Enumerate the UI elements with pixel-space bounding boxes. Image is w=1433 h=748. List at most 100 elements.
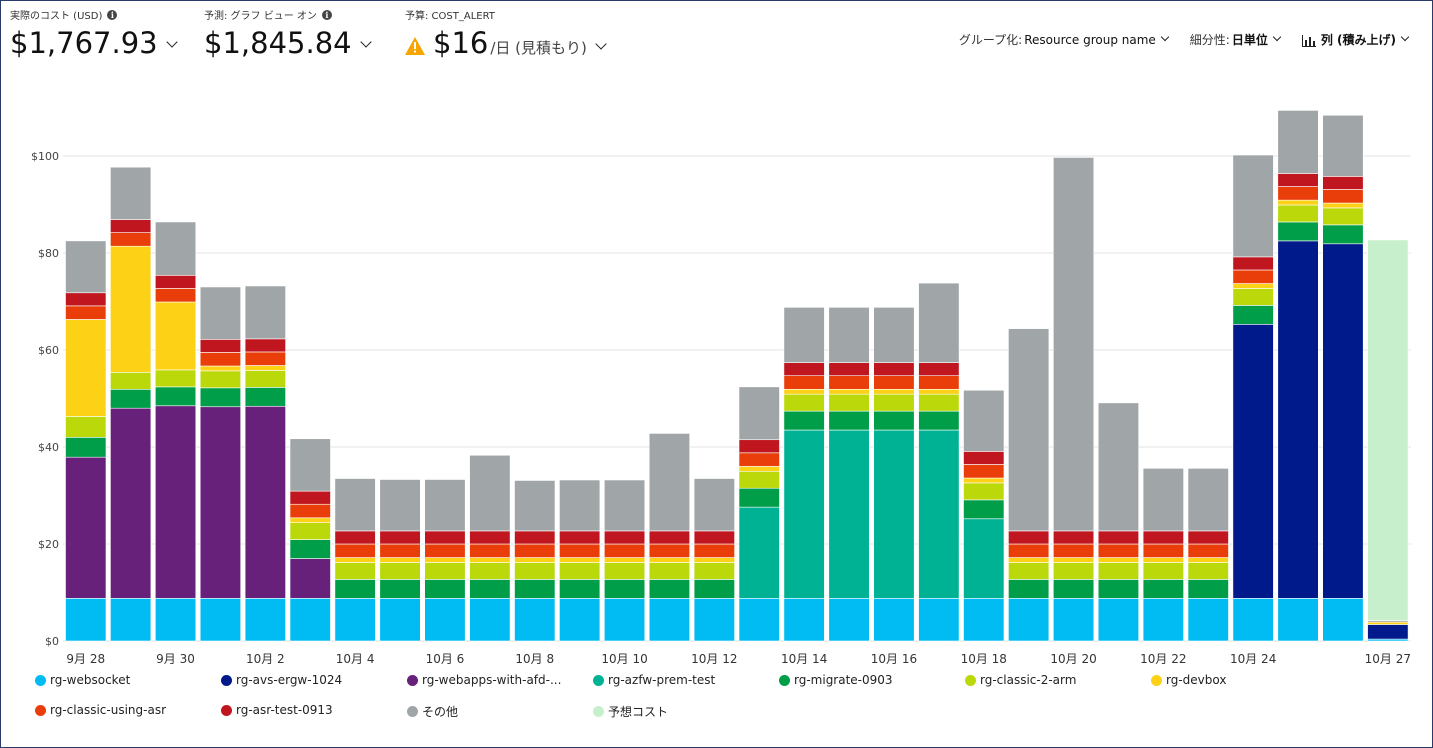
bar-segment xyxy=(603,598,646,642)
bar-segment xyxy=(289,438,331,492)
bar-segment xyxy=(155,369,197,388)
y-tick-label: $40 xyxy=(38,441,59,454)
legend-item[interactable]: 予想コスト xyxy=(593,703,668,720)
bar-segment xyxy=(199,365,241,372)
bar-segment xyxy=(1187,530,1229,545)
bar-segment xyxy=(1232,154,1274,258)
bar-segment xyxy=(1053,562,1095,580)
bar-segment xyxy=(1187,598,1229,642)
bar-segment xyxy=(963,482,1005,501)
bar-segment xyxy=(1322,243,1364,599)
bar-segment xyxy=(828,375,870,390)
x-tick-label: 10月 10 xyxy=(601,652,647,666)
warning-icon xyxy=(405,37,425,55)
bar-segment xyxy=(963,499,1005,520)
legend-item[interactable]: rg-devbox xyxy=(1151,673,1226,687)
bar-segment xyxy=(155,301,197,371)
bar-segment xyxy=(199,598,241,642)
bar-segment xyxy=(693,579,735,599)
bar-segment xyxy=(1277,221,1319,242)
budget-metric[interactable]: 予算: COST_ALERT $16 /日 (見積もり) xyxy=(405,7,607,60)
bar-segment xyxy=(334,530,376,545)
groupby-dropdown[interactable]: グループ化: Resource group name xyxy=(959,31,1170,48)
legend-item[interactable]: rg-avs-ergw-1024 xyxy=(221,673,342,687)
bar-segment xyxy=(738,487,780,508)
bar-segment xyxy=(1322,224,1364,245)
bar-segment xyxy=(963,464,1005,479)
bar-segment xyxy=(1142,468,1184,532)
bar-segment xyxy=(1008,557,1050,563)
legend-swatch xyxy=(35,704,46,716)
granularity-key: 細分性: xyxy=(1189,33,1230,47)
bar-segment xyxy=(603,562,646,580)
bar-segment xyxy=(199,387,241,408)
stacked-column-chart: $0 $20 $40 $60 $80 $100 9月 28 9月 30 10月 2 10月 4 10… xyxy=(31,110,1411,666)
bar-segment xyxy=(873,429,915,599)
granularity-value: 日単位 xyxy=(1231,33,1268,47)
bar-segment xyxy=(783,307,825,363)
bar-segment xyxy=(379,579,421,599)
bar-segment xyxy=(379,557,421,563)
bar-segment xyxy=(379,598,421,642)
bar-segment xyxy=(334,579,376,599)
legend-item[interactable]: rg-migrate-0903 xyxy=(779,673,893,687)
bar-segment xyxy=(1053,579,1095,599)
granularity-dropdown[interactable]: 細分性: 日単位 xyxy=(1189,31,1282,48)
bar-segment xyxy=(559,543,601,558)
bar-segment xyxy=(1008,328,1050,532)
bar-segment xyxy=(1187,557,1229,563)
legend-label: rg-devbox xyxy=(1166,673,1227,687)
legend-item[interactable]: その他 xyxy=(407,703,458,720)
bar-segment xyxy=(1367,624,1409,640)
bar-segment xyxy=(963,518,1005,599)
bar-segment xyxy=(648,433,691,532)
bar-segment xyxy=(1322,176,1364,190)
bar-segment xyxy=(469,454,511,532)
bar-segment xyxy=(289,558,331,599)
bar-segment xyxy=(693,557,735,563)
legend-item[interactable]: rg-azfw-prem-test xyxy=(593,673,715,687)
bar-segment xyxy=(918,393,960,412)
bar-segment xyxy=(199,406,241,599)
bar-segment xyxy=(469,530,511,545)
bar-segment xyxy=(379,479,421,532)
bar-segment xyxy=(424,543,466,558)
x-tick-label: 10月 8 xyxy=(515,652,554,666)
budget-suffix: /日 (見積もり) xyxy=(490,39,587,57)
bar-segment xyxy=(244,351,286,366)
chart-type-dropdown[interactable]: 列 (積み上げ) xyxy=(1301,31,1410,48)
legend-swatch xyxy=(407,706,418,717)
bar-segment xyxy=(1053,530,1095,545)
info-icon[interactable]: i xyxy=(107,9,118,20)
bar-segment xyxy=(110,166,152,220)
bar-segment xyxy=(1053,157,1095,532)
bar-segment xyxy=(828,410,870,431)
legend-label: rg-webapps-with-afd-... xyxy=(422,673,562,687)
legend-item[interactable]: rg-asr-test-0913 xyxy=(221,703,333,717)
bar-segment xyxy=(155,221,197,276)
bar-segment xyxy=(514,530,556,545)
bar-segment xyxy=(1322,598,1364,642)
bar-segment xyxy=(1322,189,1364,204)
forecast-metric[interactable]: 予測: グラフ ビュー オン i $1,845.84 xyxy=(204,7,372,60)
legend-item[interactable]: rg-websocket xyxy=(35,673,130,687)
bar-segment xyxy=(648,557,691,563)
bar-segment xyxy=(963,451,1005,465)
legend-item[interactable]: rg-classic-using-asr xyxy=(35,703,166,717)
legend-item[interactable]: rg-webapps-with-afd-... xyxy=(407,673,561,687)
bar-segment xyxy=(1053,598,1095,642)
x-tick-label: 10月 24 xyxy=(1230,652,1276,666)
bar-segment xyxy=(603,479,646,532)
bar-segment xyxy=(918,362,960,377)
bar-segment xyxy=(1322,114,1364,177)
actual-cost-metric[interactable]: 実際のコスト (USD) i $1,767.93 xyxy=(10,7,178,60)
bar-segment xyxy=(1097,557,1139,563)
info-icon[interactable]: i xyxy=(321,9,332,20)
bar-segment xyxy=(1053,557,1095,563)
bar-segment xyxy=(1277,598,1319,642)
bar-segment xyxy=(334,562,376,580)
budget-value: $16 xyxy=(433,26,489,60)
bar-segment xyxy=(783,388,825,395)
legend-item[interactable]: rg-classic-2-arm xyxy=(965,673,1076,687)
bar-segment xyxy=(1142,557,1184,563)
